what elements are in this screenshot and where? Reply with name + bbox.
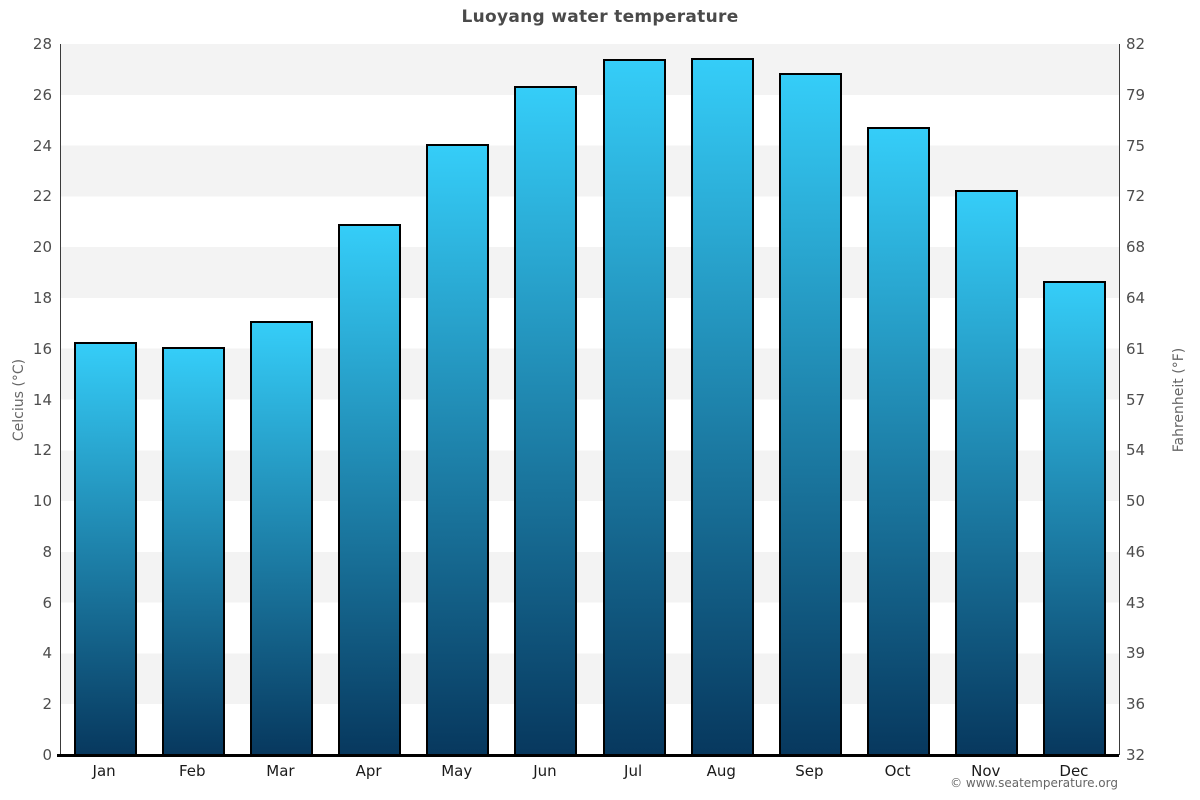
bar-mar: [249, 320, 313, 755]
y-tick-left-10: 10: [32, 492, 52, 511]
x-tick-may: May: [441, 762, 473, 780]
y-tick-left-28: 28: [32, 35, 52, 53]
y-tick-left-24: 24: [32, 136, 52, 155]
x-tick-jun: Jun: [533, 762, 557, 780]
y-tick-left-16: 16: [32, 339, 52, 358]
bar-apr: [338, 224, 402, 755]
y-tick-right-68: 68: [1126, 238, 1146, 257]
y-tick-left-14: 14: [32, 390, 52, 409]
y-tick-right-36: 36: [1126, 695, 1146, 714]
y-tick-right-32: 32: [1126, 746, 1146, 764]
y-tick-left-20: 20: [32, 238, 52, 257]
bar-sep: [778, 73, 842, 755]
y-tick-right-72: 72: [1126, 187, 1146, 206]
y-tick-right-54: 54: [1126, 441, 1146, 460]
x-tick-jan: Jan: [92, 762, 116, 780]
plot-area: [60, 44, 1120, 755]
x-tick-dec: Dec: [1059, 762, 1089, 780]
y-tick-right-43: 43: [1126, 593, 1146, 612]
bar-nov: [955, 190, 1019, 755]
y-tick-left-22: 22: [32, 187, 52, 206]
y-tick-left-2: 2: [42, 695, 52, 714]
y-tick-left-26: 26: [32, 85, 52, 104]
y-tick-right-46: 46: [1126, 542, 1146, 561]
bar-jun: [514, 85, 578, 755]
bar-feb: [161, 347, 225, 755]
y-tick-left-0: 0: [42, 746, 52, 764]
x-tick-jul: Jul: [624, 762, 643, 780]
y-tick-left-4: 4: [42, 644, 52, 663]
bar-aug: [690, 57, 754, 755]
y-tick-right-61: 61: [1126, 339, 1146, 358]
y-tick-right-64: 64: [1126, 288, 1146, 307]
x-tick-sep: Sep: [795, 762, 824, 780]
y-tick-right-82: 82: [1126, 35, 1146, 53]
bar-may: [426, 144, 490, 755]
x-tick-mar: Mar: [266, 762, 295, 780]
y-tick-right-50: 50: [1126, 492, 1146, 511]
bar-dec: [1043, 281, 1107, 755]
y-tick-right-79: 79: [1126, 85, 1146, 104]
chart-title: Luoyang water temperature: [461, 7, 739, 27]
x-axis-line: [57, 754, 1119, 757]
y-tick-left-12: 12: [32, 441, 52, 460]
y-tick-right-75: 75: [1126, 136, 1146, 155]
x-tick-nov: Nov: [971, 762, 1001, 780]
y-tick-right-57: 57: [1126, 390, 1146, 409]
bar-oct: [867, 126, 931, 755]
y-tick-right-39: 39: [1126, 644, 1146, 663]
bar-jan: [73, 342, 137, 755]
y-tick-left-8: 8: [42, 542, 52, 561]
x-tick-oct: Oct: [884, 762, 911, 780]
y-tick-left-6: 6: [42, 593, 52, 612]
x-tick-aug: Aug: [706, 762, 736, 780]
copyright-credit: © www.seatemperature.org: [950, 776, 1118, 790]
x-tick-apr: Apr: [355, 762, 382, 780]
bar-jul: [602, 59, 666, 755]
y-tick-left-18: 18: [32, 288, 52, 307]
x-tick-feb: Feb: [178, 762, 206, 780]
